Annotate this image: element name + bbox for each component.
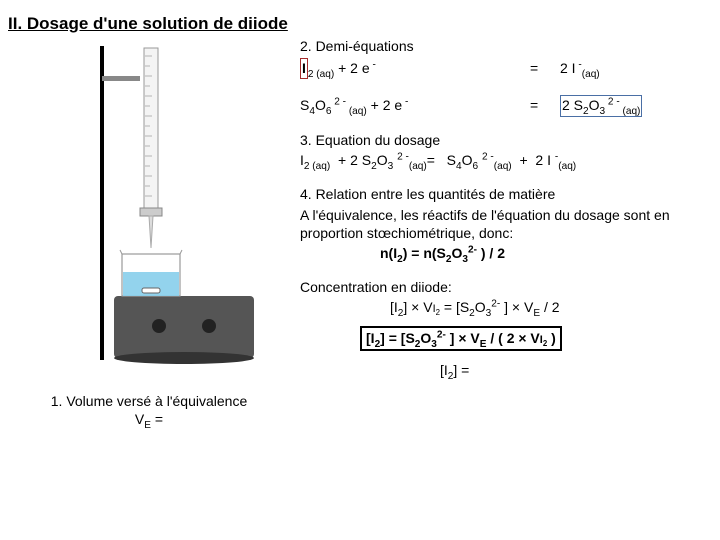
volume-eq: VE = — [4, 410, 294, 428]
section2-heading: 2. Demi-équations — [300, 37, 714, 57]
left-caption: 1. Volume versé à l'équivalence VE = — [4, 392, 294, 428]
conc-boxed: [I2] = [S2O32- ] × VE / ( 2 × VI2 ) — [360, 326, 714, 352]
n-formula: n(I2) = n(S2O32- ) / 2 — [380, 244, 714, 264]
dosage-eq: I2 (aq) + 2 S2O3 2 -(aq)= S4O6 2 -(aq) +… — [300, 151, 714, 171]
half-eq-1: I2 (aq) + 2 e - = 2 I -(aq) — [300, 58, 714, 80]
conc-eq1: [I2] × VI2 = [S2O32- ] × VE / 2 — [390, 298, 714, 318]
volume-label: 1. Volume versé à l'équivalence — [4, 392, 294, 410]
section4-heading: 4. Relation entre les quantités de matiè… — [300, 185, 714, 205]
apparatus-diagram — [4, 36, 294, 376]
page-title: II. Dosage d'une solution de diiode — [8, 14, 288, 33]
conc-label: Concentration en diiode: — [300, 278, 714, 298]
section4-body: A l'équivalence, les réactifs de l'équat… — [300, 206, 714, 242]
section3-heading: 3. Equation du dosage — [300, 131, 714, 151]
conc-result: [I2] = — [440, 361, 714, 381]
half-eq-2: S4O6 2 - (aq) + 2 e - = 2 S2O3 2 - (aq) — [300, 95, 714, 117]
